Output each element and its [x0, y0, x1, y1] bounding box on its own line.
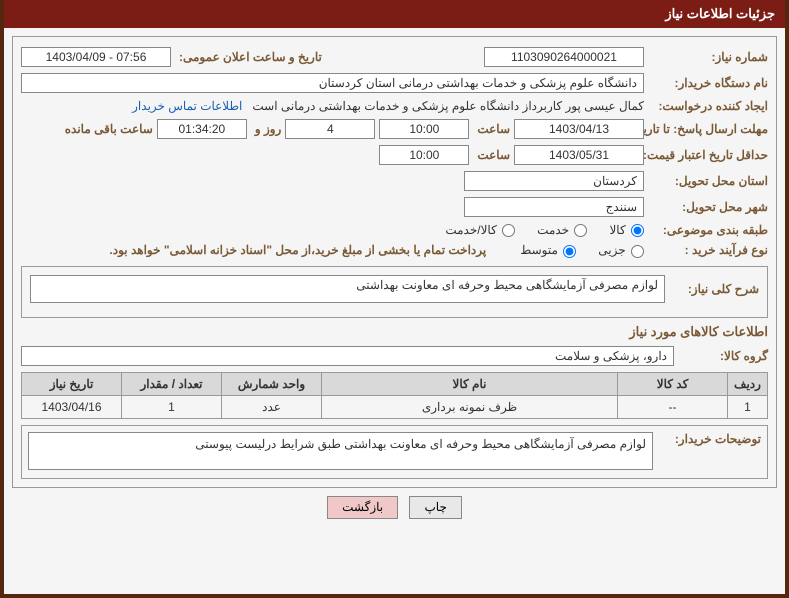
hour-label-2: ساعت	[473, 148, 510, 162]
announce-datetime-value: 1403/04/09 - 07:56	[21, 47, 171, 67]
print-button[interactable]: چاپ	[409, 496, 461, 519]
radio-partial[interactable]: جزیی	[598, 243, 644, 257]
proc-type-label: نوع فرآیند خرید :	[648, 243, 768, 257]
announce-datetime-label: تاریخ و ساعت اعلان عمومی:	[175, 50, 322, 64]
th-code: کد کالا	[618, 372, 728, 395]
goods-group-value: دارو، پزشکی و سلامت	[21, 346, 674, 366]
radio-medium[interactable]: متوسط	[520, 243, 576, 257]
days-and-label: روز و	[251, 122, 282, 136]
deadline2-time: 10:00	[379, 145, 469, 165]
table-row: 1 -- ظرف نمونه برداری عدد 1 1403/04/16	[22, 395, 768, 418]
th-date: تاریخ نیاز	[22, 372, 122, 395]
province-value: کردستان	[464, 171, 644, 191]
general-desc-value: لوازم مصرفی آزمایشگاهی محیط وحرفه ای معا…	[30, 275, 665, 303]
back-button[interactable]: بازگشت	[327, 496, 398, 519]
main-form: شماره نیاز: 1103090264000021 تاریخ و ساع…	[12, 36, 777, 488]
city-label: شهر محل تحویل:	[648, 200, 768, 214]
requester-value: کمال عیسی پور کاربرداز دانشگاه علوم پزشک…	[252, 99, 644, 113]
radio-service[interactable]: خدمت	[537, 223, 587, 237]
requester-label: ایجاد کننده درخواست:	[648, 99, 768, 113]
buyer-contact-link[interactable]: اطلاعات تماس خریدار	[132, 99, 242, 113]
td-unit: عدد	[222, 395, 322, 418]
panel-title: جزئیات اطلاعات نیاز	[4, 0, 785, 28]
goods-table: ردیف کد کالا نام کالا واحد شمارش تعداد /…	[21, 372, 768, 419]
need-number-label: شماره نیاز:	[648, 50, 768, 64]
td-row: 1	[728, 395, 768, 418]
radio-both[interactable]: کالا/خدمت	[445, 223, 515, 237]
buyer-org-label: نام دستگاه خریدار:	[648, 76, 768, 90]
td-date: 1403/04/16	[22, 395, 122, 418]
province-label: استان محل تحویل:	[648, 174, 768, 188]
deadline2-label: حداقل تاریخ اعتبار قیمت: تا تاریخ:	[648, 148, 768, 162]
buyer-org-value: دانشگاه علوم پزشکی و خدمات بهداشتی درمان…	[21, 73, 644, 93]
time-left-label: ساعت باقی مانده	[61, 122, 153, 136]
th-unit: واحد شمارش	[222, 372, 322, 395]
deadline2-date: 1403/05/31	[514, 145, 644, 165]
payment-note: پرداخت تمام یا بخشی از مبلغ خرید،از محل …	[109, 243, 486, 257]
deadline1-label: مهلت ارسال پاسخ: تا تاریخ:	[648, 122, 768, 136]
deadline1-time: 10:00	[379, 119, 469, 139]
deadline1-date: 1403/04/13	[514, 119, 644, 139]
city-value: سنندج	[464, 197, 644, 217]
th-qty: تعداد / مقدار	[122, 372, 222, 395]
goods-group-label: گروه کالا:	[678, 349, 768, 363]
th-name: نام کالا	[322, 372, 618, 395]
th-row: ردیف	[728, 372, 768, 395]
deadline1-days: 4	[285, 119, 375, 139]
buyer-notes-label: توضیحات خریدار:	[661, 432, 761, 446]
goods-info-heading: اطلاعات کالاهای مورد نیاز	[21, 324, 768, 340]
deadline1-remain: 01:34:20	[157, 119, 247, 139]
hour-label-1: ساعت	[473, 122, 510, 136]
td-name: ظرف نمونه برداری	[322, 395, 618, 418]
general-desc-label: شرح کلی نیاز:	[669, 282, 759, 296]
radio-goods[interactable]: کالا	[609, 223, 644, 237]
td-qty: 1	[122, 395, 222, 418]
subject-class-label: طبقه بندی موضوعی:	[648, 223, 768, 237]
td-code: --	[618, 395, 728, 418]
buyer-notes-value: لوازم مصرفی آزمایشگاهی محیط وحرفه ای معا…	[28, 432, 653, 470]
need-number-value: 1103090264000021	[484, 47, 644, 67]
